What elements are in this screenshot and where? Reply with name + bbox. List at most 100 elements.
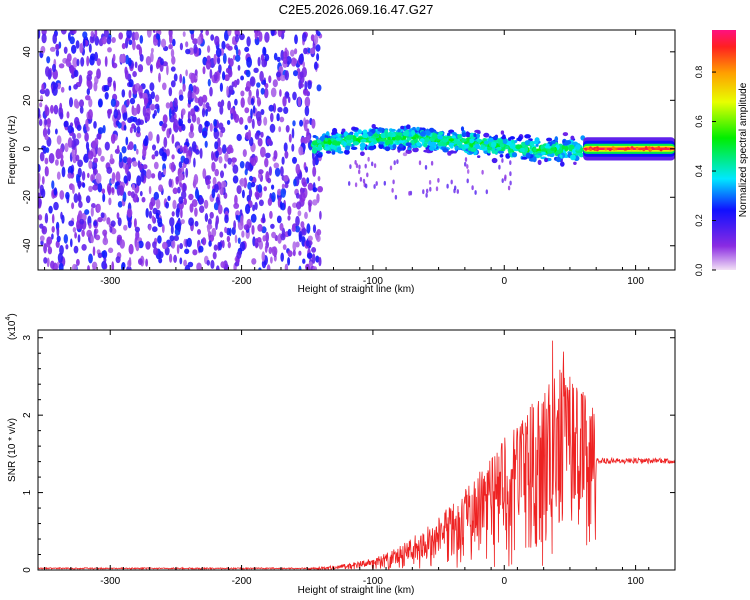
- spectrogram-noise-speckle: [270, 223, 275, 229]
- spectrogram-noise-speckle: [84, 132, 89, 142]
- snr-panel: -300 -200 -100 0 100 0 1 2 3 Height of straight…: [5, 313, 676, 596]
- spectrogram-noise-speckle: [306, 133, 311, 143]
- spectrogram-noise-speckle: [292, 241, 297, 252]
- spectrogram-noise-speckle: [170, 48, 175, 58]
- spectrogram-noise-speckle: [224, 152, 229, 162]
- spectrogram-noise-speckle: [111, 261, 115, 270]
- spectrogram-noise-speckle: [41, 30, 47, 36]
- spectrogram-signal-speckle: [332, 127, 338, 134]
- spectrogram-signal-speckle: [400, 125, 405, 130]
- spectrogram-noise-speckle: [150, 91, 155, 100]
- spectrogram-noise-speckle: [284, 70, 289, 81]
- spectrogram-noise-speckle: [287, 215, 291, 221]
- spectrogram-signal-speckle: [441, 138, 449, 143]
- spectrogram-noise-speckle: [206, 259, 210, 266]
- spectrogram-noise-speckle: [207, 78, 211, 87]
- spectrogram-x-tick-label: -200: [232, 276, 252, 287]
- spectrogram-noise-speckle: [39, 235, 45, 242]
- spectrogram-signal-speckle: [357, 129, 362, 135]
- spectrogram-signal-speckle: [517, 135, 523, 142]
- spectrogram-noise-speckle: [160, 58, 164, 66]
- spectrogram-noise-speckle: [153, 191, 159, 201]
- spectrogram-signal-speckle: [391, 188, 394, 193]
- spectrogram-signal-speckle: [411, 136, 417, 140]
- spectrogram-noise-speckle: [67, 172, 72, 179]
- spectrogram-noise-speckle: [217, 204, 223, 215]
- spectrogram-noise-speckle: [172, 199, 177, 210]
- spectrogram-noise-speckle: [305, 240, 310, 247]
- spectrogram-noise-speckle: [222, 53, 227, 64]
- spectrogram-noise-speckle: [96, 58, 102, 66]
- spectrogram-noise-speckle: [247, 181, 252, 190]
- spectrogram-noise-speckle: [39, 151, 45, 162]
- spectrogram-noise-speckle: [251, 118, 255, 129]
- spectrogram-noise-speckle: [257, 137, 263, 147]
- spectrogram-noise-speckle: [73, 84, 78, 90]
- spectrogram-noise-speckle: [107, 76, 113, 84]
- spectrogram-noise-speckle: [235, 214, 239, 221]
- spectrogram-noise-speckle: [152, 226, 158, 233]
- spectrogram-noise-speckle: [277, 188, 282, 196]
- spectrogram-noise-speckle: [222, 71, 226, 81]
- spectrogram-signal-speckle: [387, 132, 393, 137]
- spectrogram-noise-speckle: [87, 150, 94, 160]
- spectrogram-noise-speckle: [48, 153, 55, 164]
- spectrogram-noise-speckle: [254, 30, 258, 40]
- spectrogram-noise-speckle: [189, 203, 194, 213]
- spectrogram-noise-speckle: [58, 63, 65, 69]
- spectrogram-noise-speckle: [152, 30, 156, 33]
- spectrogram-noise-speckle: [237, 64, 241, 71]
- spectrogram-signal-speckle: [466, 138, 470, 143]
- spectrogram-signal-speckle: [360, 138, 367, 143]
- spectrogram-signal-speckle: [424, 137, 430, 143]
- spectrogram-noise-speckle: [163, 168, 167, 176]
- spectrogram-signal-speckle: [491, 147, 496, 154]
- snr-x-tick-label: 100: [627, 576, 644, 587]
- spectrogram-noise-speckle: [191, 199, 198, 208]
- spectrogram-noise-speckle: [76, 132, 82, 139]
- spectrogram-signal-speckle: [402, 130, 410, 137]
- spectrogram-noise-speckle: [139, 35, 144, 44]
- spectrogram-noise-speckle: [282, 51, 288, 59]
- spectrogram-noise-speckle: [258, 199, 264, 207]
- spectrogram-noise-speckle: [86, 74, 92, 81]
- spectrogram-noise-speckle: [117, 217, 122, 227]
- spectrogram-noise-speckle: [204, 120, 211, 127]
- spectrogram-signal-speckle: [366, 172, 369, 178]
- spectrogram-noise-speckle: [236, 251, 242, 260]
- spectrogram-noise-speckle: [44, 157, 49, 165]
- spectrogram-signal-speckle: [376, 137, 380, 141]
- spectrogram-signal-speckle: [533, 147, 537, 152]
- spectrogram-signal-speckle: [473, 133, 477, 138]
- spectrogram-signal-speckle: [375, 181, 378, 186]
- colorbar-tick-label: 0.0: [694, 264, 704, 277]
- spectrogram-signal-speckle: [411, 130, 416, 136]
- spectrogram-noise-speckle: [143, 138, 148, 147]
- spectrogram-y-axis-label: Frequency (Hz): [7, 116, 18, 185]
- spectrogram-carrier-peak: [638, 147, 642, 151]
- spectrogram-noise-speckle: [171, 55, 176, 65]
- spectrogram-y-tick-label: -20: [22, 190, 33, 205]
- spectrogram-noise-speckle: [179, 243, 184, 250]
- spectrogram-noise-speckle: [285, 92, 290, 98]
- spectrogram-noise-speckle: [211, 151, 214, 161]
- spectrogram-noise-speckle: [179, 73, 183, 84]
- spectrogram-noise-speckle: [218, 241, 223, 251]
- spectrogram-noise-speckle: [175, 177, 179, 185]
- spectrogram-signal-speckle: [515, 144, 521, 150]
- spectrogram-noise-speckle: [79, 218, 85, 225]
- spectrogram-noise-speckle: [219, 82, 223, 93]
- spectrogram-noise-speckle: [166, 64, 169, 76]
- spectrogram-noise-speckle: [239, 33, 245, 41]
- spectrogram-noise-speckle: [196, 117, 201, 125]
- spectrogram-noise-speckle: [290, 49, 295, 57]
- spectrogram-noise-speckle: [77, 159, 83, 168]
- spectrogram-noise-speckle: [56, 171, 61, 180]
- spectrogram-noise-speckle: [39, 102, 43, 108]
- spectrogram-noise-speckle: [228, 85, 234, 95]
- spectrogram-noise-speckle: [240, 90, 245, 97]
- spectrogram-noise-speckle: [226, 120, 231, 125]
- spectrogram-signal-speckle: [502, 139, 508, 144]
- spectrogram-noise-speckle: [209, 68, 213, 79]
- spectrogram-noise-speckle: [157, 221, 163, 228]
